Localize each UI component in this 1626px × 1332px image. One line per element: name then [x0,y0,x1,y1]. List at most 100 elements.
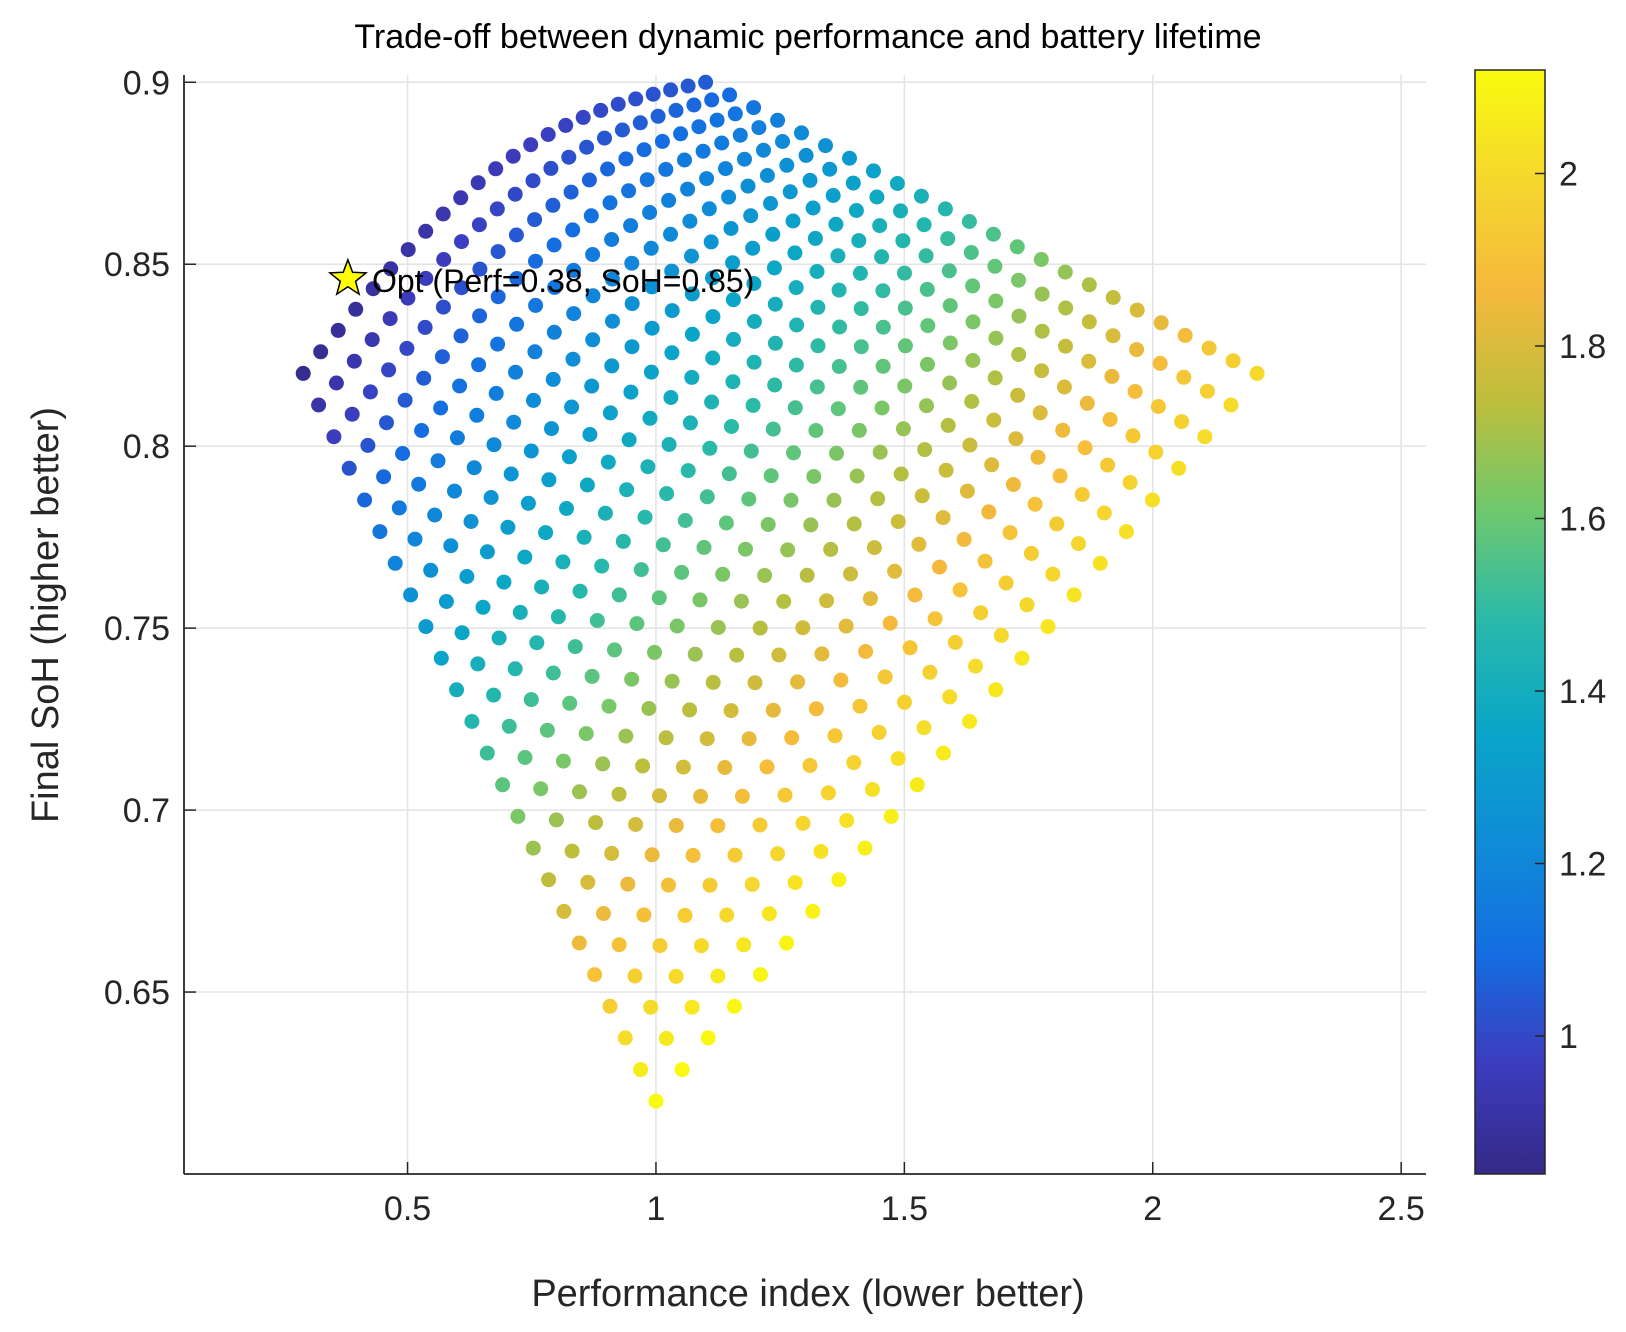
scatter-point [584,668,600,684]
scatter-point [715,566,731,582]
scatter-point [365,281,381,297]
scatter-point [941,263,957,279]
scatter-point [490,289,506,305]
scatter-point [964,394,980,409]
scatter-point [596,906,611,921]
scatter-point [848,203,864,218]
scatter-point [784,730,800,746]
scatter-point [1176,369,1192,385]
scatter-point [636,142,652,158]
scatter-point [663,226,678,242]
scatter-point [605,313,620,329]
scatter-point [490,244,506,260]
scatter-point [1104,368,1120,384]
scatter-point [564,843,580,859]
scatter-point [648,1093,664,1109]
scatter-point [376,469,392,485]
scatter-point [1066,587,1082,603]
scatter-point [644,279,660,295]
scatter-point [1058,300,1074,316]
scatter-point [744,876,760,892]
scatter-point [430,453,446,469]
scatter-point [808,423,824,438]
scatter-point [435,299,451,315]
scatter-point [747,675,763,691]
scatter-point [663,82,679,98]
scatter-point [1027,496,1043,512]
scatter-point [602,195,618,211]
scatter-point [851,233,867,249]
scatter-point [705,674,721,690]
scatter-point [830,401,846,417]
scatter-point [693,788,709,804]
scatter-point [810,338,826,354]
scatter-point [621,432,637,448]
scatter-point [674,564,690,580]
scatter-point [618,728,634,744]
scatter-point [563,184,579,200]
scatter-point [567,639,583,655]
scatter-point [823,541,839,557]
scatter-point [418,223,434,239]
scatter-point [874,400,890,416]
scatter-point [965,353,981,368]
scatter-point [610,96,626,112]
scatter-point [935,510,951,526]
scatter-point [783,492,799,508]
scatter-point [664,673,680,689]
scatter-point [453,328,469,344]
scatter-point [571,935,587,951]
scatter-point [722,87,738,103]
scatter-point [588,815,604,831]
scatter-point [686,97,702,113]
scatter-point [802,757,818,773]
scatter-point [583,208,599,224]
scatter-point [644,847,660,863]
scatter-point [475,599,491,615]
scatter-point [624,296,640,312]
scatter-point [589,613,605,628]
scatter-point [977,553,993,569]
scatter-point [785,213,801,229]
scatter-point [658,161,674,177]
scatter-point [509,316,525,332]
scatter-point [403,587,419,603]
y-tick-label: 0.7 [123,792,170,830]
scatter-point [846,516,862,532]
scatter-point [790,674,806,690]
scatter-point [674,1062,690,1078]
scatter-point [914,488,930,504]
scatter-point [311,397,327,413]
scatter-point [766,260,782,276]
scatter-point [600,454,616,470]
scatter-point [1049,516,1065,532]
scatter-point [423,562,439,578]
scatter-point [721,189,737,205]
scatter-point [682,415,698,431]
scatter-point [775,134,790,149]
x-tick-label: 1.5 [881,1190,928,1228]
colorbar-tick-label: 2 [1559,156,1578,194]
scatter-point [488,161,504,177]
scatter-point [845,175,861,191]
scatter-point [330,322,346,338]
scatter-point [576,529,592,545]
scatter-point [1100,457,1116,473]
scatter-point [1153,315,1169,331]
scatter-point [927,611,943,627]
scatter-point [469,407,485,423]
scatter-point [1145,492,1160,508]
scatter-point [628,91,644,107]
scatter-point [1074,487,1090,502]
scatter-point [1129,342,1145,358]
scatter-point [897,378,913,394]
scatter-point [932,559,947,575]
y-tick-label: 0.65 [104,974,170,1012]
scatter-point [658,730,674,746]
scatter-point [579,477,595,493]
scatter-point [680,181,696,197]
scatter-point [865,782,880,797]
scatter-point [503,466,519,482]
scatter-point [1071,536,1086,552]
scatter-point [961,214,977,229]
